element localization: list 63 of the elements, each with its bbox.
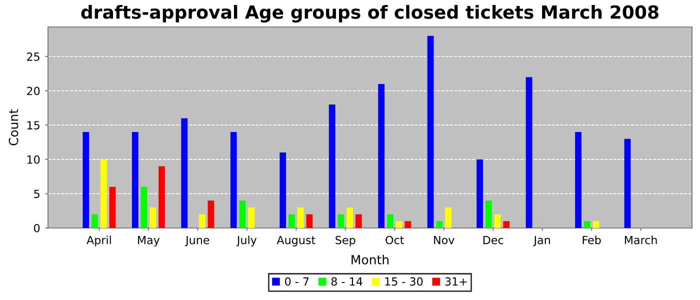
legend-label: 31+ [445,277,467,286]
bar [436,221,443,228]
x-tick-label: Oct [386,236,404,244]
bar [328,104,336,228]
bar [476,159,483,228]
bar [239,200,246,228]
bar [288,214,295,228]
bar [494,214,501,228]
bar [503,221,510,228]
bar [150,207,156,228]
bar [386,214,394,228]
bar [445,207,452,228]
y-tick-label: 25 [27,52,40,61]
bar [158,166,165,228]
legend-label: 15 - 30 [385,277,423,286]
x-tick-label: April [86,236,111,246]
x-tick-label: March [624,236,657,244]
x-tick-label: June [185,236,210,246]
x-tick-label: Dec [483,236,504,244]
y-tick-label: 20 [27,86,40,96]
x-axis-title: Month [352,254,389,264]
chart-title: drafts-approval Age groups of closed tickets March 2008 [81,4,658,23]
x-tick-label: May [138,236,160,246]
y-tick-label: 15 [27,121,40,130]
bar [140,186,148,228]
bar [132,132,138,228]
x-tick-label: Nov [434,236,454,244]
bar [485,200,492,228]
bar [396,221,402,228]
y-tick-label: 0 [34,224,40,232]
legend-label: 8 - 14 [331,277,362,286]
bar [208,200,214,228]
x-tick-label: Feb [582,236,601,244]
bar [404,221,412,228]
bar [624,138,631,228]
y-axis-title: Count [8,109,18,146]
x-tick-label: Sep [336,236,356,246]
bar [297,207,304,228]
bar [584,221,590,228]
bar [100,159,107,228]
legend-label: 0 - 7 [285,277,309,286]
x-tick-label: August [276,236,316,246]
y-tick-label: 10 [27,155,40,164]
x-tick-label: July [236,236,257,246]
y-tick-label: 5 [34,190,40,198]
bar [346,207,354,228]
bar [526,77,532,228]
bar [181,118,188,228]
bar [230,132,237,228]
bar [198,214,206,228]
bar [280,152,286,228]
bar [109,186,116,228]
bar [248,207,255,228]
bar [338,214,344,228]
bar [575,132,582,228]
bar [355,214,362,228]
bar [378,84,385,228]
bar [82,132,90,228]
bar [92,214,98,228]
x-tick-label: Jan [533,236,550,246]
bar [592,221,600,228]
bar [306,214,313,228]
bar [427,36,434,228]
